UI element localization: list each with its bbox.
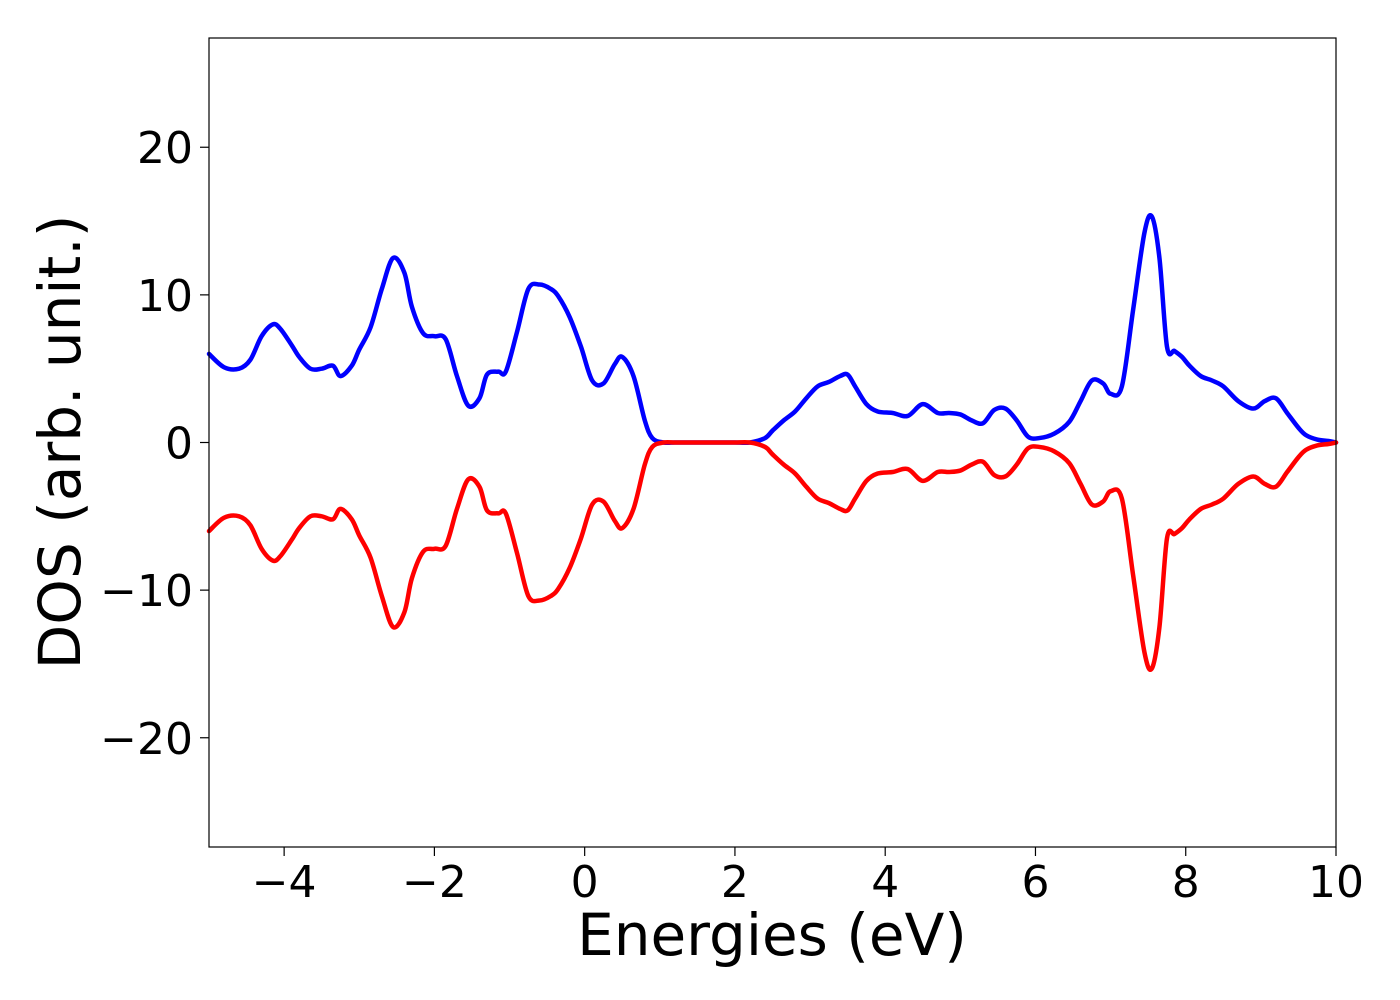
x-axis-label: Energies (eV) <box>577 901 967 969</box>
y-tick-label: −10 <box>100 566 193 617</box>
x-tick-label: 4 <box>871 857 899 908</box>
y-axis-label: DOS (arb. unit.) <box>26 215 94 670</box>
x-tick-label: 8 <box>1172 857 1200 908</box>
series-layer <box>206 212 1339 673</box>
plot-frame <box>208 37 1337 848</box>
x-tick-label: 6 <box>1021 857 1049 908</box>
x-tick-label: 0 <box>571 857 599 908</box>
x-tick-label: −4 <box>252 857 317 908</box>
y-tick-label: 20 <box>137 123 193 174</box>
x-axis-ticks: −4 −2 0 2 4 6 8 10 <box>252 847 1364 908</box>
y-axis-ticks: −20 −10 0 10 20 <box>100 123 209 765</box>
series-line-red <box>206 439 1339 673</box>
x-tick-label: 10 <box>1308 857 1364 908</box>
y-tick-label: 0 <box>165 419 193 470</box>
series-line-blue <box>206 212 1339 446</box>
y-tick-label: 10 <box>137 271 193 322</box>
x-tick-label: 2 <box>721 857 749 908</box>
x-tick-label: −2 <box>402 857 467 908</box>
y-tick-label: −20 <box>100 714 193 765</box>
